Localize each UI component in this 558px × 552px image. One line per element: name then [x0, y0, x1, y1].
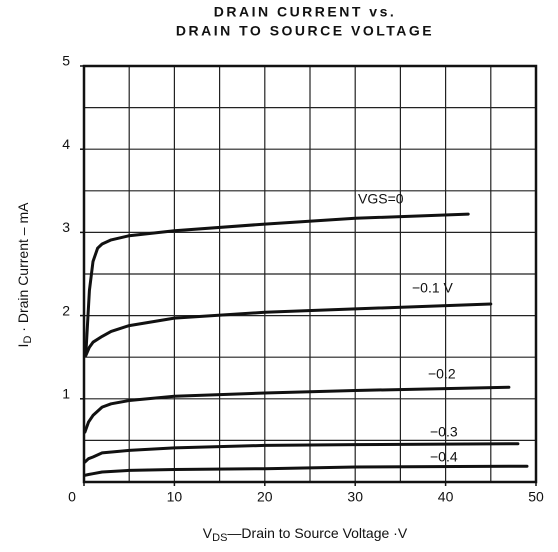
x-tick-label: 0 [68, 489, 76, 505]
y-tick-label: 1 [62, 386, 70, 402]
y-axis-label: ID · Drain Current – mA [15, 202, 34, 348]
series-label: −0.1 V [412, 280, 454, 296]
curve [84, 302, 493, 357]
x-label-rest: —Drain to Source Voltage ·V [227, 525, 407, 541]
curve [84, 212, 470, 357]
y-tick-label: 4 [62, 136, 70, 152]
y-label-sub: D [22, 336, 34, 344]
chart-title: DRAIN TO SOURCE VOLTAGE [176, 23, 434, 39]
x-tick-label: 20 [257, 489, 273, 505]
series-label: −0.2 [428, 366, 456, 382]
y-label-main: I [15, 344, 31, 348]
y-tick-label: 5 [62, 53, 70, 69]
chart-title: DRAIN CURRENT vs. [214, 4, 397, 20]
y-tick-label: 2 [62, 302, 70, 318]
curve [83, 442, 520, 464]
plot-frame [82, 64, 538, 484]
x-tick-label: 30 [347, 489, 363, 505]
y-label-rest: · Drain Current – mA [15, 202, 31, 336]
curve [83, 385, 511, 434]
x-label-main: V [203, 525, 213, 541]
series-label: VGS=0 [358, 191, 404, 207]
x-tick-label: 50 [528, 489, 544, 505]
x-axis-label: VDS—Drain to Source Voltage ·V [203, 525, 408, 544]
x-tick-label: 10 [167, 489, 183, 505]
x-tick-label: 40 [438, 489, 454, 505]
curve [83, 464, 529, 477]
series-label: −0.4 [430, 449, 458, 465]
x-label-sub: DS [212, 532, 227, 544]
series-label: −0.3 [430, 424, 458, 440]
y-tick-label: 3 [62, 219, 70, 235]
